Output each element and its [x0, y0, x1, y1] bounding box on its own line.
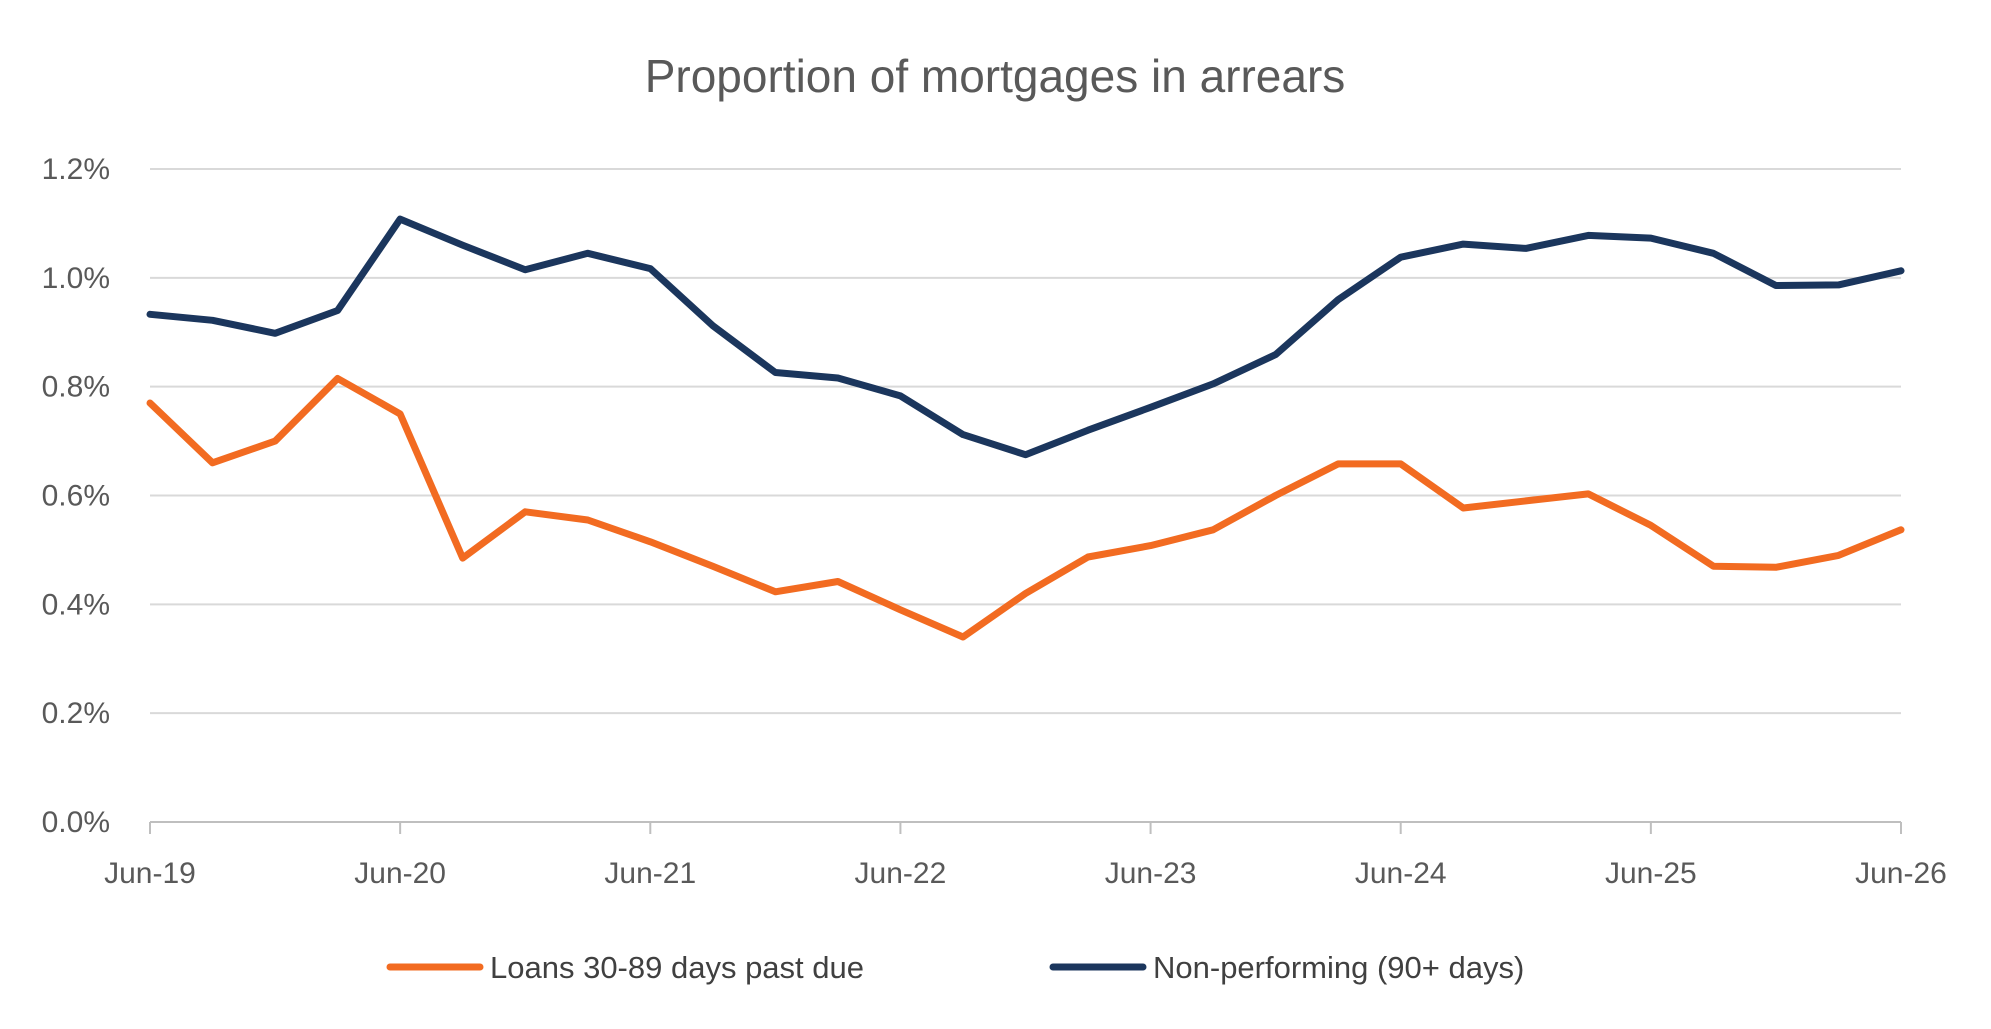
- series-line-2: [146, 215, 1905, 459]
- x-axis: Jun-19 Jun-20 Jun-21 Jun-22 Jun-23 Jun-24 Jun-…: [104, 821, 1947, 890]
- x-tick-label: Jun-20: [354, 857, 446, 890]
- x-tick-label: Jun-25: [1605, 857, 1697, 890]
- series-line-1: [146, 375, 1905, 641]
- chart-title: Proportion of mortgages in arrears: [645, 50, 1346, 102]
- x-tick-label: Jun-22: [855, 857, 947, 890]
- y-tick-label: 0.4%: [42, 588, 110, 621]
- y-tick-label: 0.6%: [42, 480, 110, 513]
- legend-label: Non-performing (90+ days): [1153, 950, 1524, 985]
- y-tick-label: 0.0%: [42, 806, 110, 839]
- y-tick-label: 0.8%: [42, 371, 110, 404]
- legend: Loans 30-89 days past due Non-performing …: [386, 950, 1524, 985]
- y-tick-label: 0.2%: [42, 697, 110, 730]
- gridlines: [150, 168, 1901, 715]
- x-tick-label: Jun-24: [1355, 857, 1447, 890]
- x-tick-label: Jun-26: [1855, 857, 1947, 890]
- x-tick-label: Jun-21: [604, 857, 696, 890]
- legend-label: Loans 30-89 days past due: [490, 950, 864, 985]
- y-tick-label: 1.0%: [42, 262, 110, 295]
- x-tick-label: Jun-19: [104, 857, 196, 890]
- y-axis-tick-labels: 0.0% 0.2% 0.4% 0.6% 0.8% 1.0% 1.2%: [42, 153, 110, 839]
- y-tick-label: 1.2%: [42, 153, 110, 186]
- x-tick-label: Jun-23: [1105, 857, 1197, 890]
- series-lines: [146, 215, 1905, 641]
